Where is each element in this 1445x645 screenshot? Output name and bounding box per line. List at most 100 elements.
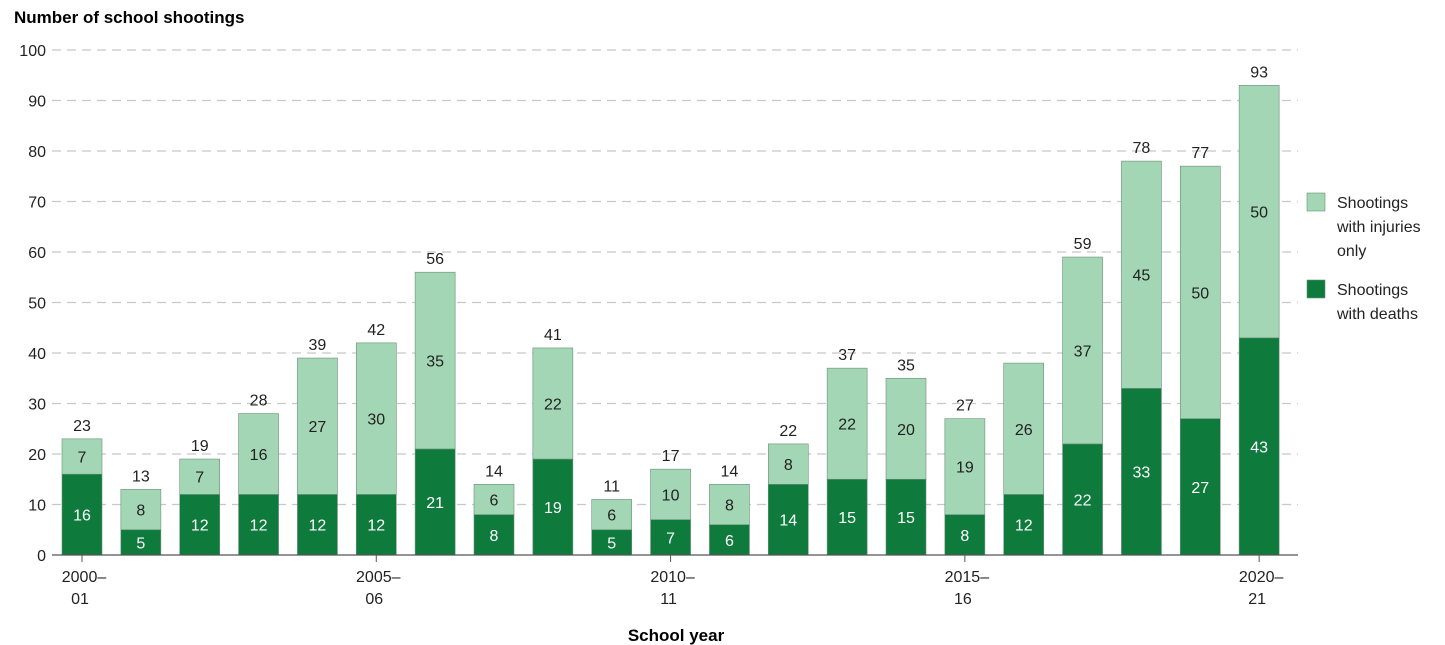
x-tick-label: 2015–	[945, 569, 990, 586]
bar-segment-deaths	[1238, 337, 1280, 556]
legend-label: with deaths	[1336, 306, 1418, 323]
data-label-injuries: 16	[250, 447, 268, 464]
y-tick-label: 100	[19, 43, 46, 60]
data-label-injuries: 8	[725, 498, 734, 515]
bar-segment-injuries	[767, 443, 809, 485]
bar-segment-deaths	[767, 483, 809, 556]
data-label-injuries: 6	[490, 492, 499, 509]
data-label-injuries: 35	[426, 354, 444, 371]
data-label-deaths: 7	[666, 530, 675, 547]
bar-segment-injuries	[238, 413, 279, 495]
x-tick-label: 2010–	[650, 569, 695, 586]
bar-segment-injuries	[650, 468, 691, 520]
y-tick-labels: 0 10 20 30 40 50 60 70 80 90 100	[19, 43, 46, 565]
legend-label: Shootings	[1337, 195, 1408, 212]
y-tick-label: 40	[28, 346, 46, 363]
total-label: 59	[1074, 236, 1092, 253]
data-label-deaths: 33	[1133, 465, 1151, 482]
x-tick-label: 2020–	[1239, 569, 1284, 586]
data-label-injuries: 7	[78, 450, 87, 467]
bar-segment-deaths	[61, 473, 103, 556]
total-label: 19	[191, 438, 209, 455]
total-label: 56	[426, 251, 444, 268]
data-label-injuries: 50	[1191, 285, 1209, 302]
bar-segment-deaths	[1121, 388, 1162, 556]
total-label: 14	[485, 463, 503, 480]
bar-segment-deaths	[297, 494, 338, 556]
data-label-injuries: 10	[662, 487, 680, 504]
data-label-deaths: 27	[1191, 480, 1209, 497]
legend: Shootings with injuries only Shootings with …	[1306, 192, 1421, 323]
y-tick-label: 90	[28, 94, 46, 111]
total-label: 37	[838, 347, 856, 364]
legend-label: with injuries	[1336, 219, 1421, 236]
data-label-deaths: 15	[897, 510, 915, 527]
data-label-injuries: 8	[784, 457, 793, 474]
x-tick-label: 2005–	[356, 569, 401, 586]
total-label: 14	[721, 463, 739, 480]
data-label-injuries: 22	[838, 417, 856, 434]
y-tick-label: 10	[28, 498, 46, 515]
x-tick-label: 21	[1248, 591, 1266, 608]
bar-segment-deaths	[414, 448, 456, 556]
bar-segment-deaths	[532, 458, 574, 556]
bars: 1672358131271912162812273912304221355686…	[61, 64, 1280, 556]
data-label-injuries: 20	[897, 422, 915, 439]
data-label-deaths: 5	[607, 535, 616, 552]
data-label-deaths: 15	[838, 510, 856, 527]
total-label: 39	[309, 337, 327, 354]
data-label-injuries: 19	[956, 460, 974, 477]
bar-segment-injuries	[473, 483, 515, 515]
x-tick-labels: 2000– 01 2005– 06 2010– 11 2015– 16 2020– 21	[62, 555, 1284, 608]
bar-segment-deaths	[179, 494, 221, 556]
total-label: 27	[956, 398, 974, 415]
data-label-deaths: 5	[136, 535, 145, 552]
data-label-deaths: 19	[544, 500, 562, 517]
bar-segment-deaths	[709, 524, 750, 556]
bar-segment-injuries	[826, 367, 868, 480]
x-tick-label: 11	[660, 591, 677, 608]
total-label: 42	[367, 322, 385, 339]
x-axis-title: School year	[628, 626, 725, 645]
bar-segment-injuries	[885, 377, 927, 480]
x-tick-label: 01	[71, 591, 89, 608]
bar-segment-deaths	[1003, 494, 1045, 556]
bar-segment-injuries	[944, 418, 986, 515]
data-label-deaths: 8	[960, 528, 969, 545]
data-label-deaths: 12	[309, 518, 327, 535]
data-label-injuries: 27	[309, 419, 327, 436]
y-tick-label: 0	[37, 548, 46, 565]
bar-segment-injuries	[591, 499, 633, 531]
bar-segment-injuries	[532, 347, 574, 460]
total-label: 13	[132, 468, 150, 485]
data-label-injuries: 26	[1015, 422, 1033, 439]
bar-segment-injuries	[1179, 165, 1221, 419]
data-label-injuries: 22	[544, 397, 562, 414]
total-label: 17	[662, 448, 680, 465]
bar-segment-injuries	[179, 458, 221, 495]
data-label-deaths: 12	[1015, 518, 1033, 535]
data-label-deaths: 12	[367, 518, 385, 535]
bar-segment-deaths	[355, 494, 397, 556]
data-label-injuries: 50	[1250, 205, 1268, 222]
data-label-injuries: 6	[607, 508, 616, 525]
bar-segment-injuries	[414, 271, 456, 450]
data-label-deaths: 22	[1074, 492, 1092, 509]
x-tick-label: 06	[365, 591, 383, 608]
total-label: 93	[1250, 64, 1268, 81]
data-label-injuries: 7	[195, 470, 204, 487]
legend-label: only	[1337, 243, 1366, 260]
bar-segment-injuries	[1062, 256, 1103, 445]
data-label-deaths: 6	[725, 533, 734, 550]
bar-segment-deaths	[120, 529, 162, 556]
data-label-injuries: 8	[136, 503, 145, 520]
data-label-deaths: 8	[490, 528, 499, 545]
bar-segment-deaths	[885, 478, 927, 556]
bar-segment-injuries	[1121, 160, 1162, 389]
data-label-injuries: 30	[367, 412, 385, 429]
bar-segment-injuries	[297, 357, 338, 495]
bar-segment-deaths	[650, 519, 691, 556]
total-label: 35	[897, 357, 915, 374]
legend-label: Shootings	[1337, 282, 1408, 299]
